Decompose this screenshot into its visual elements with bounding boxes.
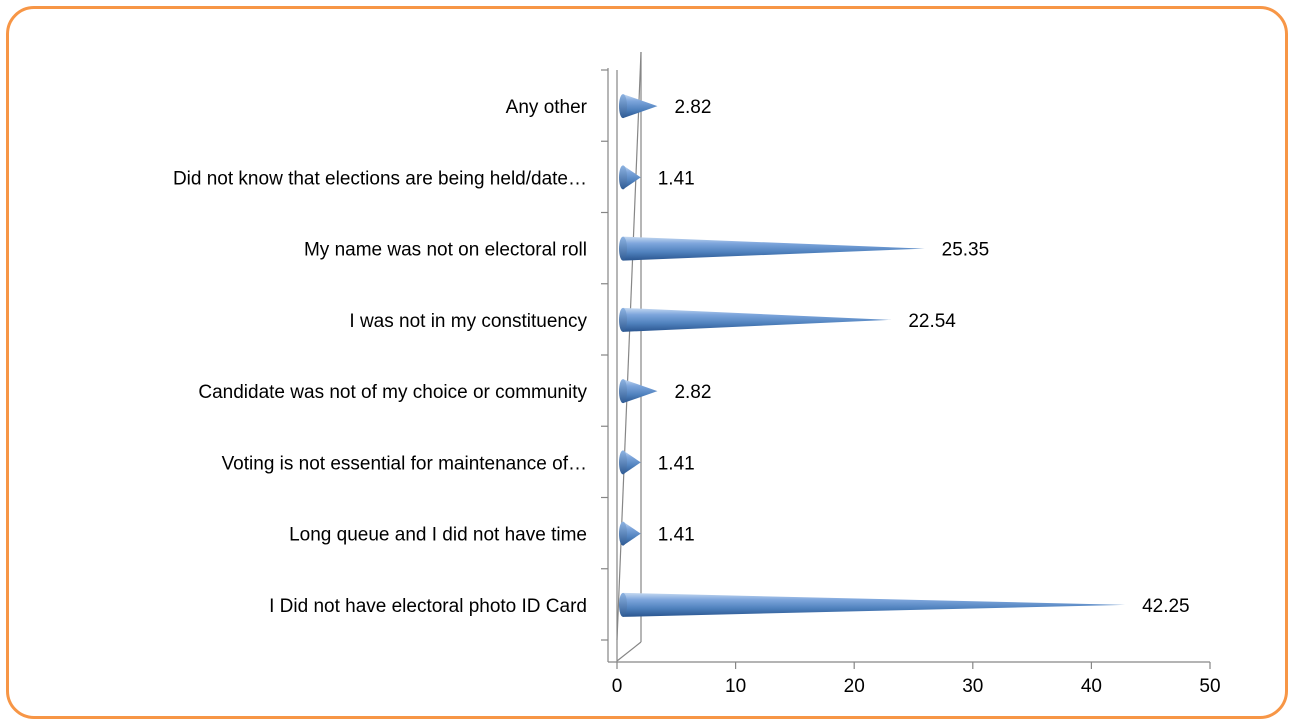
x-tick-label: 0 bbox=[612, 676, 623, 697]
bar-base bbox=[619, 592, 627, 617]
category-label: Candidate was not of my choice or commun… bbox=[198, 382, 587, 403]
category-label: Did not know that elections are being he… bbox=[173, 168, 587, 189]
bar-base bbox=[619, 379, 627, 404]
data-label: 42.25 bbox=[1142, 596, 1190, 617]
category-label: I was not in my constituency bbox=[349, 311, 587, 332]
data-label: 25.35 bbox=[942, 240, 990, 261]
category-label: Voting is not essential for maintenance … bbox=[222, 453, 587, 474]
x-tick-label: 40 bbox=[1081, 676, 1102, 697]
axes bbox=[601, 51, 1211, 669]
category-label: My name was not on electoral roll bbox=[304, 240, 587, 261]
data-label: 1.41 bbox=[658, 453, 695, 474]
bar-base bbox=[619, 165, 627, 190]
bar-base bbox=[619, 450, 627, 475]
x-tick-label: 10 bbox=[725, 676, 746, 697]
bar bbox=[623, 307, 892, 332]
bar-base bbox=[619, 521, 627, 546]
bar bbox=[623, 165, 641, 190]
bar bbox=[623, 94, 658, 119]
category-label: Any other bbox=[506, 97, 588, 118]
bar-base bbox=[619, 94, 627, 119]
data-label: 2.82 bbox=[674, 382, 711, 403]
data-label: 1.41 bbox=[658, 168, 695, 189]
bars bbox=[619, 94, 1126, 617]
bar bbox=[623, 450, 641, 475]
x-tick-label: 30 bbox=[962, 676, 983, 697]
data-label: 2.82 bbox=[674, 97, 711, 118]
data-label: 22.54 bbox=[908, 311, 956, 332]
bar bbox=[623, 521, 641, 546]
category-label: I Did not have electoral photo ID Card bbox=[269, 596, 587, 617]
data-label: 1.41 bbox=[658, 525, 695, 546]
bar-base bbox=[619, 307, 627, 332]
bar bbox=[623, 592, 1126, 617]
x-tick-label: 20 bbox=[844, 676, 865, 697]
bar bbox=[623, 379, 658, 404]
x-tick-label: 50 bbox=[1199, 676, 1220, 697]
bar bbox=[623, 236, 925, 261]
category-label: Long queue and I did not have time bbox=[289, 525, 587, 546]
wall-edge-front bbox=[616, 51, 642, 641]
labels: 0 10 20 30 40 50 42.25 I Did not have electoral… bbox=[173, 97, 1221, 697]
bar-base bbox=[619, 236, 627, 261]
wall-edge-bottom bbox=[616, 640, 642, 663]
